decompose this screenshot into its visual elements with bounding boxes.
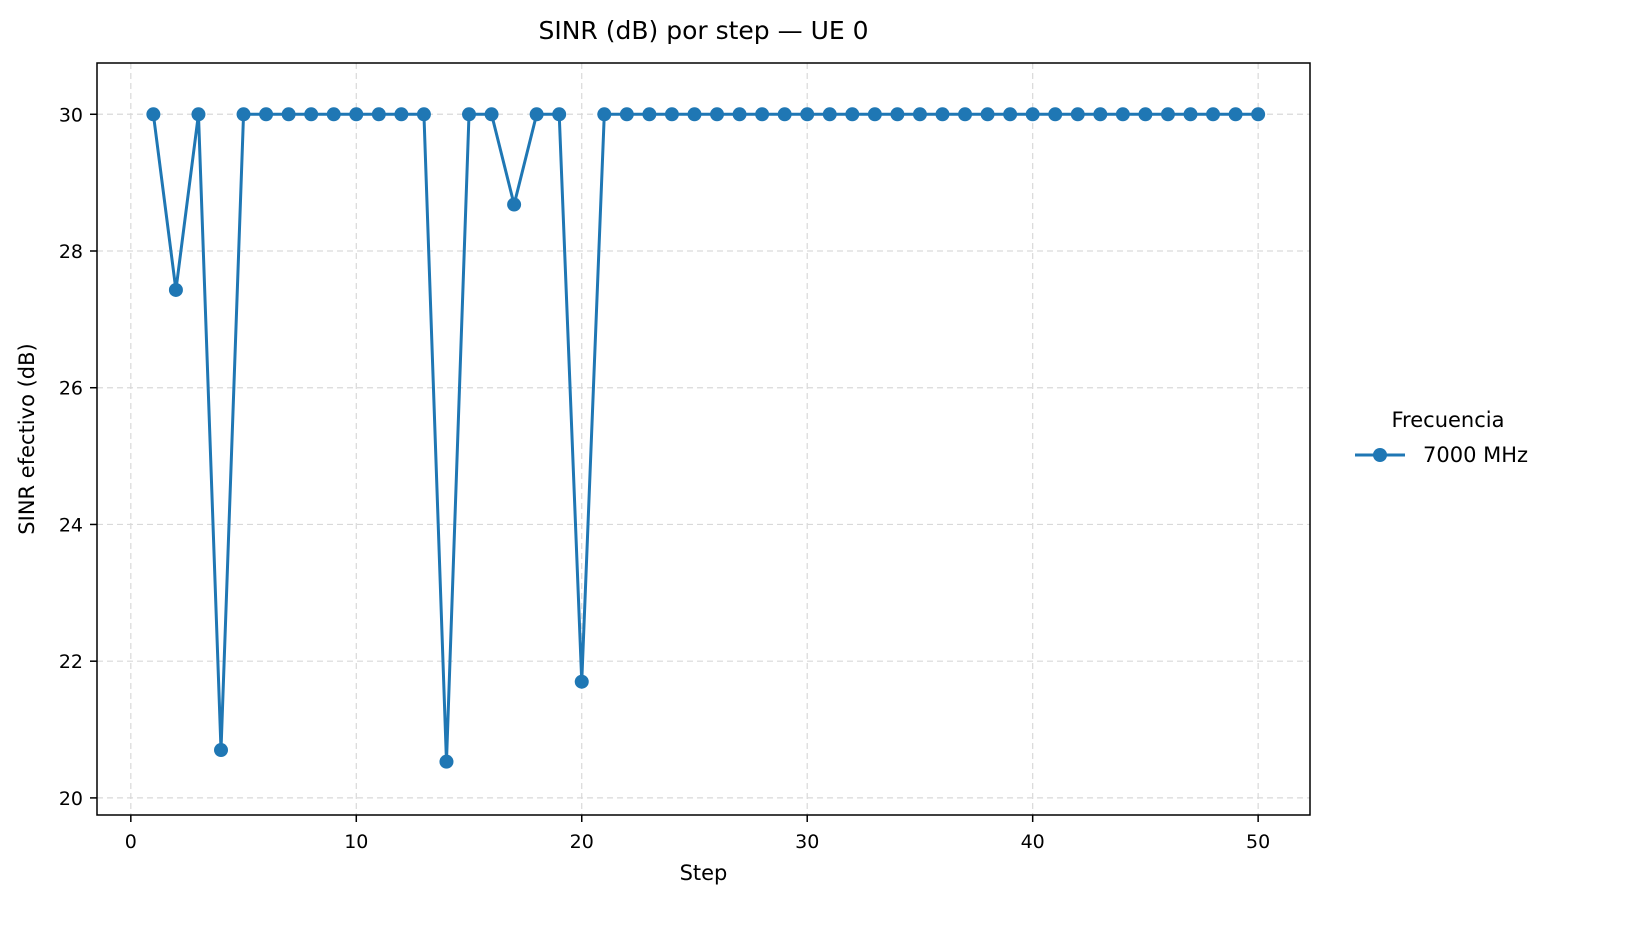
- x-tick-label: 10: [344, 831, 368, 853]
- chart-title: SINR (dB) por step — UE 0: [538, 16, 868, 45]
- plot-frame: [96, 62, 1311, 816]
- data-point: [597, 107, 612, 122]
- data-point: [755, 107, 770, 122]
- data-point: [304, 107, 319, 122]
- data-point: [416, 107, 431, 122]
- data-point: [1093, 107, 1108, 122]
- data-point: [1251, 107, 1266, 122]
- data-point: [1138, 107, 1153, 122]
- y-axis: 20 22 24 26 28 30: [59, 104, 97, 810]
- data-point: [912, 107, 927, 122]
- data-point: [1025, 107, 1040, 122]
- data-point: [259, 107, 274, 122]
- x-tick-label: 30: [795, 831, 819, 853]
- data-point: [1048, 107, 1063, 122]
- y-tick-label: 26: [59, 378, 83, 400]
- legend-label-7000-mhz: 7000 MHz: [1423, 443, 1528, 467]
- data-point: [958, 107, 973, 122]
- data-point: [890, 107, 905, 122]
- y-tick-label: 22: [59, 651, 83, 673]
- plot-background: [97, 63, 1310, 815]
- legend-title: Frecuencia: [1392, 408, 1505, 432]
- data-point: [1003, 107, 1018, 122]
- data-point: [1206, 107, 1221, 122]
- data-point: [349, 107, 364, 122]
- y-tick-label: 24: [59, 514, 83, 536]
- data-point: [935, 107, 950, 122]
- data-point: [552, 107, 567, 122]
- legend-marker-swatch: [1373, 448, 1387, 462]
- y-tick-label: 20: [59, 788, 83, 810]
- x-axis: 0 10 20 30 40 50: [125, 815, 1270, 853]
- data-point: [529, 107, 544, 122]
- y-tick-label: 28: [59, 241, 83, 263]
- data-point: [191, 107, 206, 122]
- data-point: [371, 107, 386, 122]
- plot-area: [96, 62, 1311, 816]
- data-point: [822, 107, 837, 122]
- x-tick-label: 50: [1246, 831, 1270, 853]
- data-point: [710, 107, 725, 122]
- x-tick-label: 20: [570, 831, 594, 853]
- y-axis-title: SINR efectivo (dB): [15, 343, 39, 534]
- series-layer: [146, 107, 1266, 769]
- data-point: [1228, 107, 1243, 122]
- data-point: [800, 107, 815, 122]
- data-point: [281, 107, 296, 122]
- data-point: [146, 107, 161, 122]
- data-point: [732, 107, 747, 122]
- data-point: [574, 674, 589, 689]
- data-point: [484, 107, 499, 122]
- data-point: [1070, 107, 1085, 122]
- data-point: [777, 107, 792, 122]
- data-point: [1160, 107, 1175, 122]
- x-axis-title: Step: [680, 861, 728, 885]
- data-point: [1183, 107, 1198, 122]
- data-point: [619, 107, 634, 122]
- data-point: [214, 743, 229, 758]
- data-point: [1115, 107, 1130, 122]
- data-point: [642, 107, 657, 122]
- data-point: [462, 107, 477, 122]
- data-point: [867, 107, 882, 122]
- data-point: [394, 107, 409, 122]
- legend: Frecuencia 7000 MHz: [1355, 408, 1528, 467]
- y-tick-label: 30: [59, 104, 83, 126]
- data-point: [687, 107, 702, 122]
- data-point: [845, 107, 860, 122]
- data-point: [326, 107, 341, 122]
- data-point: [980, 107, 995, 122]
- data-point: [168, 282, 183, 297]
- data-point: [236, 107, 251, 122]
- data-point: [664, 107, 679, 122]
- data-point: [439, 754, 454, 769]
- x-tick-label: 0: [125, 831, 137, 853]
- x-tick-label: 40: [1021, 831, 1045, 853]
- data-point: [507, 197, 522, 212]
